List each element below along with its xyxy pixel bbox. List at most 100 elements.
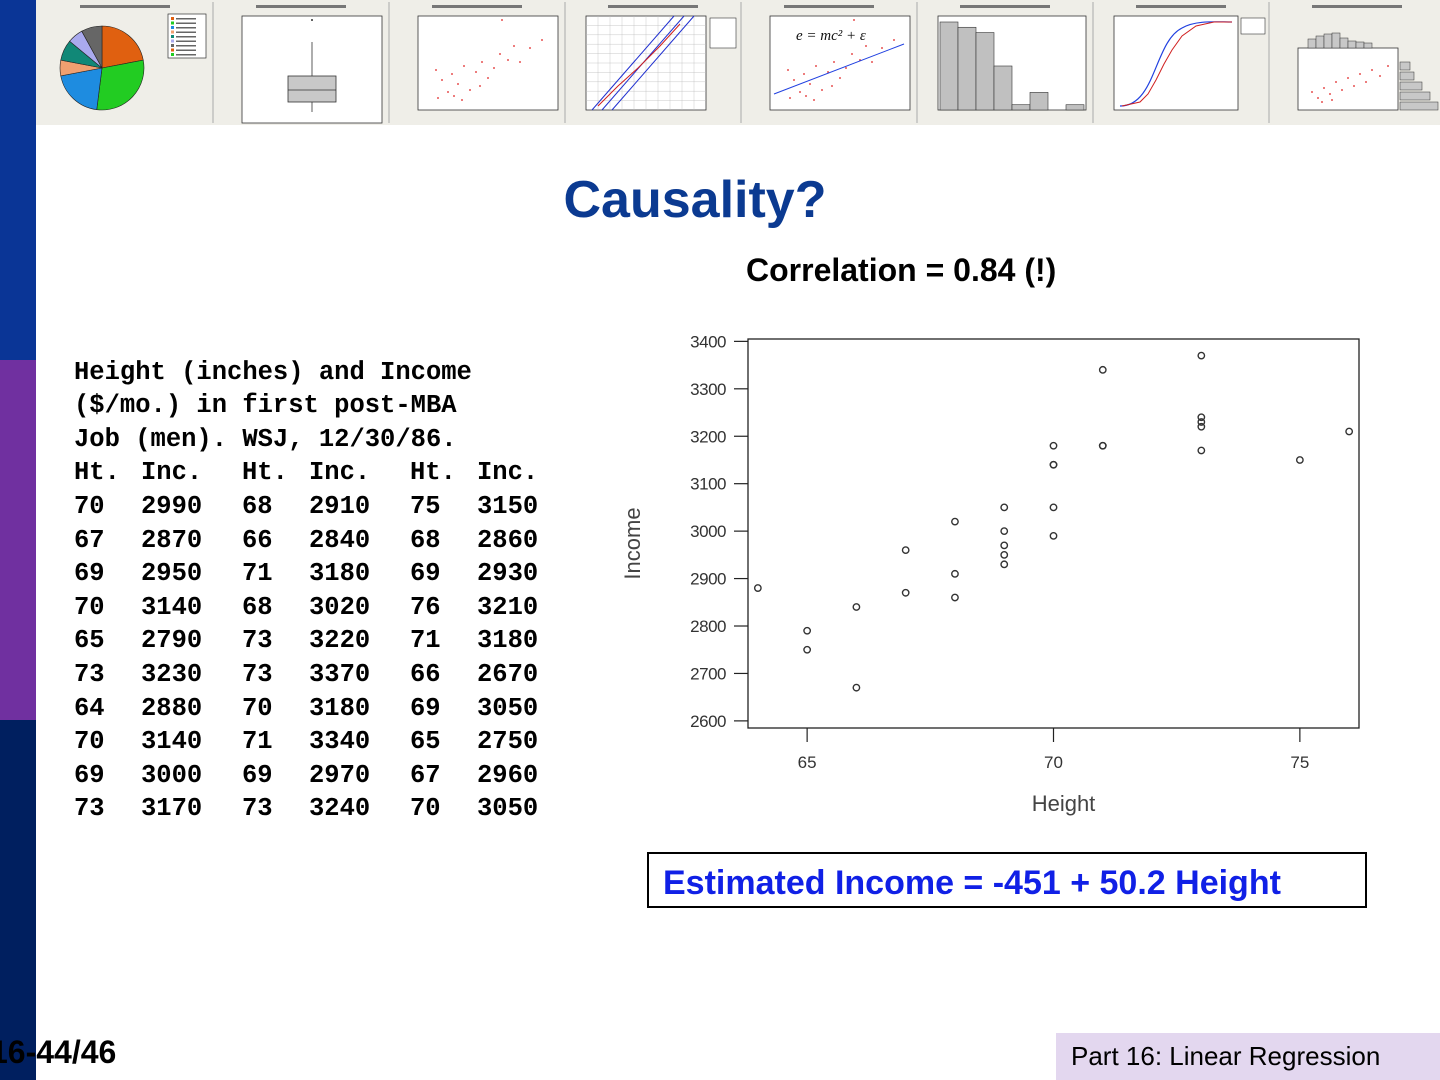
y-tick-label: 3300	[690, 380, 726, 399]
red-point	[437, 97, 439, 99]
red-point	[815, 65, 817, 67]
thumbnail-caption	[784, 5, 874, 8]
red-point	[813, 99, 815, 101]
y-tick-label: 3400	[690, 332, 726, 351]
x-axis-label: Height	[1032, 791, 1096, 816]
height-income-scatterplot: 2600 2700 2800 2900 3000 3100 3200 3300 3400 65 70…	[620, 332, 1360, 816]
table-cell: 76	[410, 592, 441, 622]
data-point	[1197, 418, 1206, 426]
slide-title: Causality?	[563, 171, 827, 229]
table-row: 65 2790 73 3220 71 3180	[74, 624, 578, 658]
legend-text	[176, 31, 196, 33]
table-cell: 70	[74, 592, 105, 622]
marginal-histogram-bar	[1331, 32, 1341, 49]
table-cell: 3210	[477, 592, 539, 622]
y-tick-label: 2600	[690, 712, 726, 731]
pie-slice	[81, 25, 103, 69]
probability-points	[597, 23, 681, 107]
red-point	[1341, 89, 1343, 91]
table-cell: 75	[410, 491, 441, 521]
plot-frame	[1297, 47, 1399, 111]
red-point	[793, 79, 795, 81]
red-point	[1371, 69, 1373, 71]
banner-graphics: e = mc² + ε	[40, 2, 1440, 124]
red-point	[1387, 65, 1389, 67]
probability-line	[611, 15, 695, 111]
red-point	[447, 91, 449, 93]
marginal-histogram-bar	[1399, 61, 1411, 71]
table-row: 70 2990 68 2910 75 3150	[74, 490, 578, 524]
table-cell: 69	[410, 693, 441, 723]
table-cell: 3050	[477, 693, 539, 723]
red-point	[787, 69, 789, 71]
sidebar-band-middle	[0, 360, 36, 720]
table-row: 73 3230 73 3370 66 2670	[74, 658, 578, 692]
histogram-bar	[939, 21, 959, 111]
table-cell: 3050	[477, 794, 539, 824]
marginal-histogram-bar	[1347, 40, 1357, 49]
data-point	[1049, 503, 1058, 512]
table-header-cell: Inc.	[141, 458, 203, 488]
fit-line	[773, 43, 905, 95]
table-cell: 73	[242, 659, 273, 689]
red-point	[853, 19, 855, 21]
data-point	[1345, 427, 1354, 436]
emc2-equation: e = mc² + ε	[796, 28, 866, 44]
table-cell: 2790	[141, 626, 203, 656]
red-point	[1331, 99, 1333, 101]
empirical-cdf-thumbnail	[1092, 2, 1266, 123]
table-cell: 3020	[309, 592, 371, 622]
table-cell: 2840	[309, 525, 371, 555]
data-point	[803, 645, 812, 654]
plot-frame	[747, 338, 1360, 729]
legend-text	[176, 22, 196, 24]
red-point	[789, 97, 791, 99]
footer-bar: Part 16: Linear Regression	[1056, 1033, 1440, 1080]
boxplot-thumbnail	[212, 2, 386, 124]
table-cell: 70	[74, 727, 105, 757]
red-point	[871, 61, 873, 63]
histogram-bar	[1065, 104, 1085, 111]
table-cell: 73	[74, 659, 105, 689]
table-header-cell: Ht.	[410, 458, 456, 488]
data-point	[1000, 541, 1009, 550]
table-header-row: Ht. Inc. Ht. Inc. Ht. Inc.	[74, 456, 578, 490]
table-row: 70 3140 68 3020 76 3210	[74, 591, 578, 625]
red-point	[799, 91, 801, 93]
y-tick-label: 2900	[690, 570, 726, 589]
data-point	[901, 588, 910, 597]
red-point	[893, 39, 895, 41]
table-cell: 69	[74, 559, 105, 589]
correlation-note: Correlation = 0.84 (!)	[746, 252, 1057, 288]
marginal-histogram-bar	[1399, 91, 1431, 101]
legend-text	[176, 54, 196, 56]
legend-swatch	[171, 44, 174, 47]
histogram-bar	[957, 26, 977, 111]
table-row: 69 3000 69 2970 67 2960	[74, 759, 578, 793]
x-tick-label: 70	[1044, 753, 1063, 772]
red-point	[469, 89, 471, 91]
thumbnail-caption	[256, 5, 346, 8]
table-cell: 73	[242, 626, 273, 656]
legend-swatch	[171, 17, 174, 20]
table-cell: 73	[74, 794, 105, 824]
box	[287, 75, 337, 103]
red-point	[865, 45, 867, 47]
red-point	[1321, 101, 1323, 103]
red-point	[457, 83, 459, 85]
marginal-plot-thumbnail	[1268, 2, 1440, 123]
description-line: Height (inches) and Income	[74, 357, 472, 387]
data-point	[951, 593, 959, 602]
probability-plot-thumbnail	[564, 2, 738, 123]
data-point	[1000, 560, 1009, 569]
red-point	[1359, 73, 1361, 75]
legend-text	[176, 45, 196, 47]
y-tick-label: 3000	[690, 522, 726, 541]
sidebar-band-bottom	[0, 720, 36, 1080]
red-point	[827, 71, 829, 73]
table-cell: 69	[242, 760, 273, 790]
data-point	[1000, 527, 1009, 536]
marginal-histogram-bar	[1315, 35, 1325, 49]
red-point	[1329, 93, 1331, 95]
table-row: 67 2870 66 2840 68 2860	[74, 524, 578, 558]
